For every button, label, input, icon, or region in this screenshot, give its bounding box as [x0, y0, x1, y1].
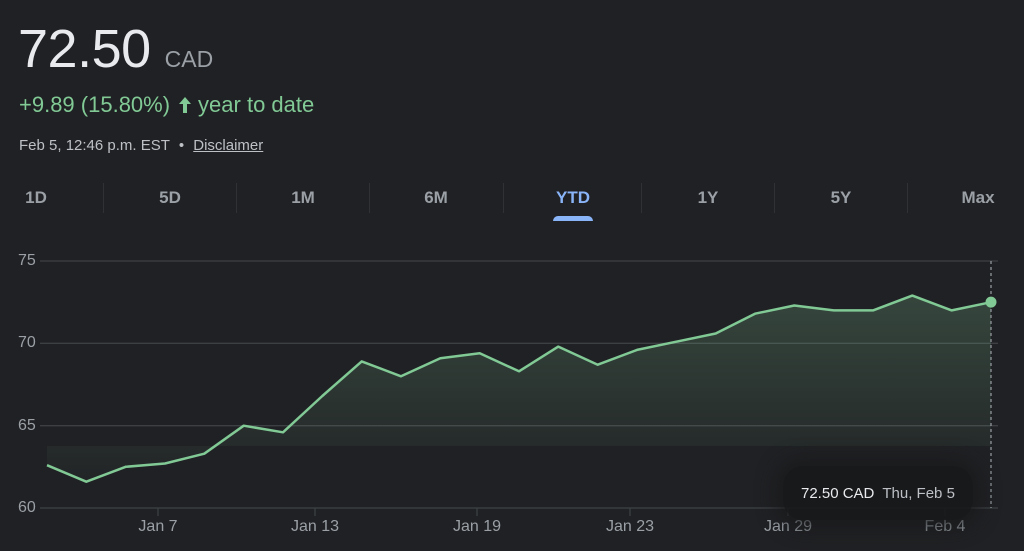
price-chart[interactable]: 60 65 70 75 Jan 7 Jan 13 Jan 19 Jan 23 Jan 29 Fe…: [0, 240, 1024, 546]
price-header: 72.50 CAD: [18, 22, 213, 76]
tab-ytd[interactable]: YTD: [533, 180, 613, 221]
current-price: 72.50: [18, 19, 151, 79]
tab-divider: [907, 183, 908, 213]
change-period: year to date: [198, 92, 315, 117]
chart-plot-area: [40, 260, 998, 516]
x-axis-label: Jan 23: [605, 518, 655, 535]
tab-5y[interactable]: 5Y: [830, 188, 852, 207]
tab-divider: [369, 183, 370, 213]
y-axis-label: 75: [18, 252, 36, 269]
x-axis-label: Jan 29: [763, 518, 813, 535]
x-axis-label: Jan 7: [138, 518, 178, 535]
hover-point: [985, 296, 997, 308]
currency-label: CAD: [164, 46, 214, 72]
tab-6m[interactable]: 6M: [424, 188, 448, 207]
range-tabs: 1D 5D 1M 6M YTD 1Y 5Y Max: [0, 180, 1024, 221]
price-line: [46, 294, 992, 483]
tooltip-date: Thu, Feb 5: [882, 484, 955, 502]
arrow-up-icon: [179, 97, 192, 113]
x-axis-label: Jan 13: [290, 518, 340, 535]
tab-divider: [236, 183, 237, 213]
tab-divider: [774, 183, 775, 213]
quote-meta: Feb 5, 12:46 p.m. EST • Disclaimer: [19, 137, 263, 154]
x-axis-label: Jan 19: [452, 518, 502, 535]
tab-divider: [103, 183, 104, 213]
price-change: +9.89 (15.80%) year to date: [19, 92, 314, 118]
active-tab-indicator: [553, 216, 593, 221]
tab-1y[interactable]: 1Y: [697, 188, 719, 207]
y-axis-label: 65: [18, 416, 36, 434]
x-axis-label: Feb 4: [924, 518, 966, 535]
tab-divider: [641, 183, 642, 213]
tab-max[interactable]: Max: [961, 188, 995, 207]
tab-divider: [503, 183, 504, 213]
price-area-fill: [47, 295, 991, 482]
change-value: +9.89 (15.80%): [19, 92, 171, 117]
tab-1d[interactable]: 1D: [25, 188, 47, 207]
y-axis-label: 60: [18, 499, 36, 516]
separator-dot: •: [178, 137, 185, 154]
y-axis-label: 70: [18, 334, 36, 352]
tab-1m[interactable]: 1M: [291, 188, 315, 207]
disclaimer-link[interactable]: Disclaimer: [193, 137, 264, 154]
chart-tooltip: 72.50 CAD Thu, Feb 5: [783, 466, 973, 520]
timestamp: Feb 5, 12:46 p.m. EST: [19, 137, 170, 154]
tooltip-value: 72.50 CAD: [801, 484, 875, 502]
tab-5d[interactable]: 5D: [159, 188, 181, 207]
